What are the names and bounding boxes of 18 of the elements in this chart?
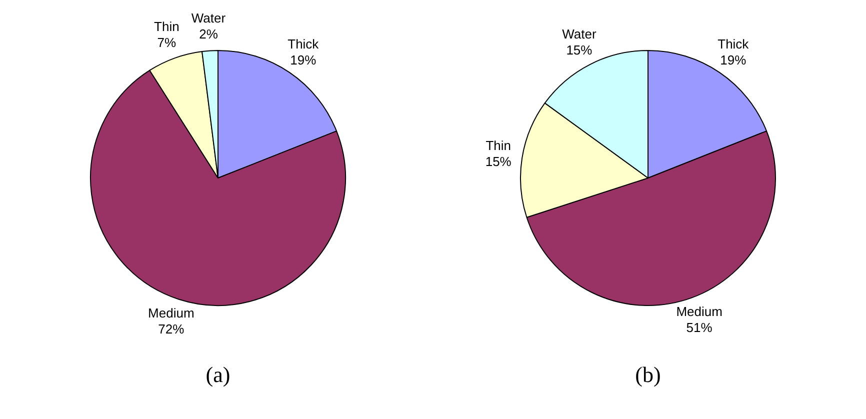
text: (b) [635,362,661,388]
data-label: 19% [720,52,747,68]
slice-label: Water [562,26,597,42]
slice-label: Thin [486,138,512,153]
slice-label: Medium [148,306,194,321]
data-label: 51% [686,320,713,336]
data-label: 19% [290,52,317,68]
data-label: 15% [485,154,512,169]
slice-label: Thick [288,36,320,52]
text: (a) [206,362,230,388]
data-label: 7% [157,35,177,50]
slice-label: Medium [676,304,722,320]
slice-label: Water [191,10,226,26]
data-label: 72% [158,322,185,337]
data-label: 2% [199,26,218,42]
slice-label: Thin [154,19,180,34]
slice-label: Thick [718,36,750,52]
data-label: 15% [566,42,593,58]
